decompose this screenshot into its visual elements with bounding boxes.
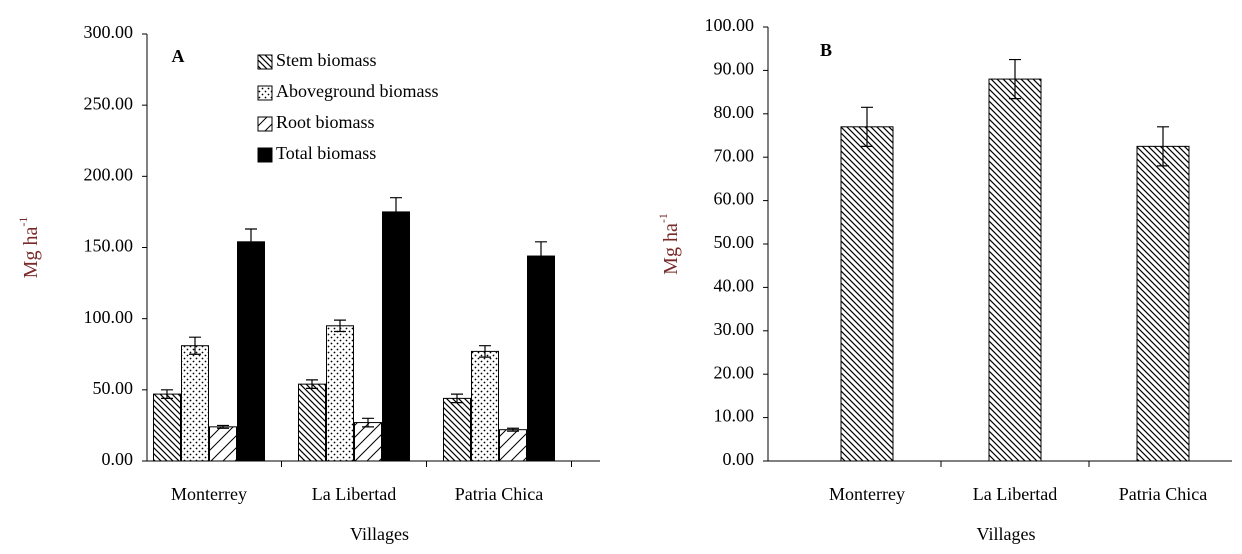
y-axis-label-main: Mg ha [20,227,42,279]
x-tick-label: Monterrey [171,484,247,504]
error-bar [334,319,346,333]
y-axis-label: Mg ha-1 [656,213,682,275]
error-bar [535,241,547,271]
error-bar [479,345,491,358]
error-bar [861,106,873,147]
error-bar [1009,58,1021,100]
y-tick-label: 100.00 [84,307,134,327]
y-tick-label: 100.00 [705,15,755,35]
error-bar [390,197,402,227]
panel-label: B [820,40,832,60]
y-tick-label: 20.00 [714,362,755,382]
bar [1136,145,1190,462]
x-tick-label: La Libertad [312,484,396,504]
error-bar [1157,126,1169,167]
legend-label: Total biomass [276,143,376,163]
legend-swatch [257,54,273,70]
y-tick-label: 80.00 [714,102,755,122]
error-bar [451,393,463,404]
bar [298,383,326,462]
bar [499,429,527,462]
y-axis-label-sup: -1 [656,213,670,223]
y-tick-label: 90.00 [714,59,755,79]
bar [443,397,471,462]
y-axis-label: Mg ha-1 [16,217,42,279]
legend-swatch [257,116,273,132]
y-tick-label: 50.00 [93,378,134,398]
bar [382,211,410,462]
y-tick-label: 300.00 [84,22,134,42]
legend-swatch [257,147,273,163]
y-tick-label: 40.00 [714,276,755,296]
y-tick-label: 0.00 [102,449,134,469]
bar [209,426,237,462]
bar [471,350,499,462]
y-tick-label: 50.00 [714,232,755,252]
x-tick-label: La Libertad [973,484,1057,504]
bar [988,78,1042,462]
panel-label: A [172,46,185,66]
y-tick-label: 60.00 [714,189,755,209]
error-bar [161,389,173,399]
bar [840,126,894,462]
error-bar [245,228,257,256]
y-tick-label: 70.00 [714,145,755,165]
error-bar [217,424,229,429]
y-axis-label-sup: -1 [16,217,30,227]
bar [326,325,354,462]
legend-label: Aboveground biomass [276,81,438,101]
bar [153,393,181,462]
error-bar [189,336,201,355]
bar [354,422,382,462]
y-tick-label: 150.00 [84,236,134,256]
error-bar [507,427,519,432]
x-tick-label: Patria Chica [1119,484,1207,504]
bar [181,345,209,462]
bar [527,255,555,462]
y-tick-label: 10.00 [714,406,755,426]
y-tick-label: 250.00 [84,93,134,113]
error-bar [306,379,318,390]
legend-swatch [257,85,273,101]
bar [237,241,265,462]
x-axis-label: Villages [977,524,1036,544]
legend-label: Stem biomass [276,50,377,70]
legend-label: Root biomass [276,112,375,132]
y-tick-label: 30.00 [714,319,755,339]
y-tick-label: 200.00 [84,164,134,184]
x-tick-label: Patria Chica [455,484,543,504]
x-axis-label: Villages [350,524,409,544]
x-tick-label: Monterrey [829,484,905,504]
y-tick-label: 0.00 [723,449,755,469]
y-axis-label-main: Mg ha [660,223,682,275]
error-bar [362,417,374,428]
